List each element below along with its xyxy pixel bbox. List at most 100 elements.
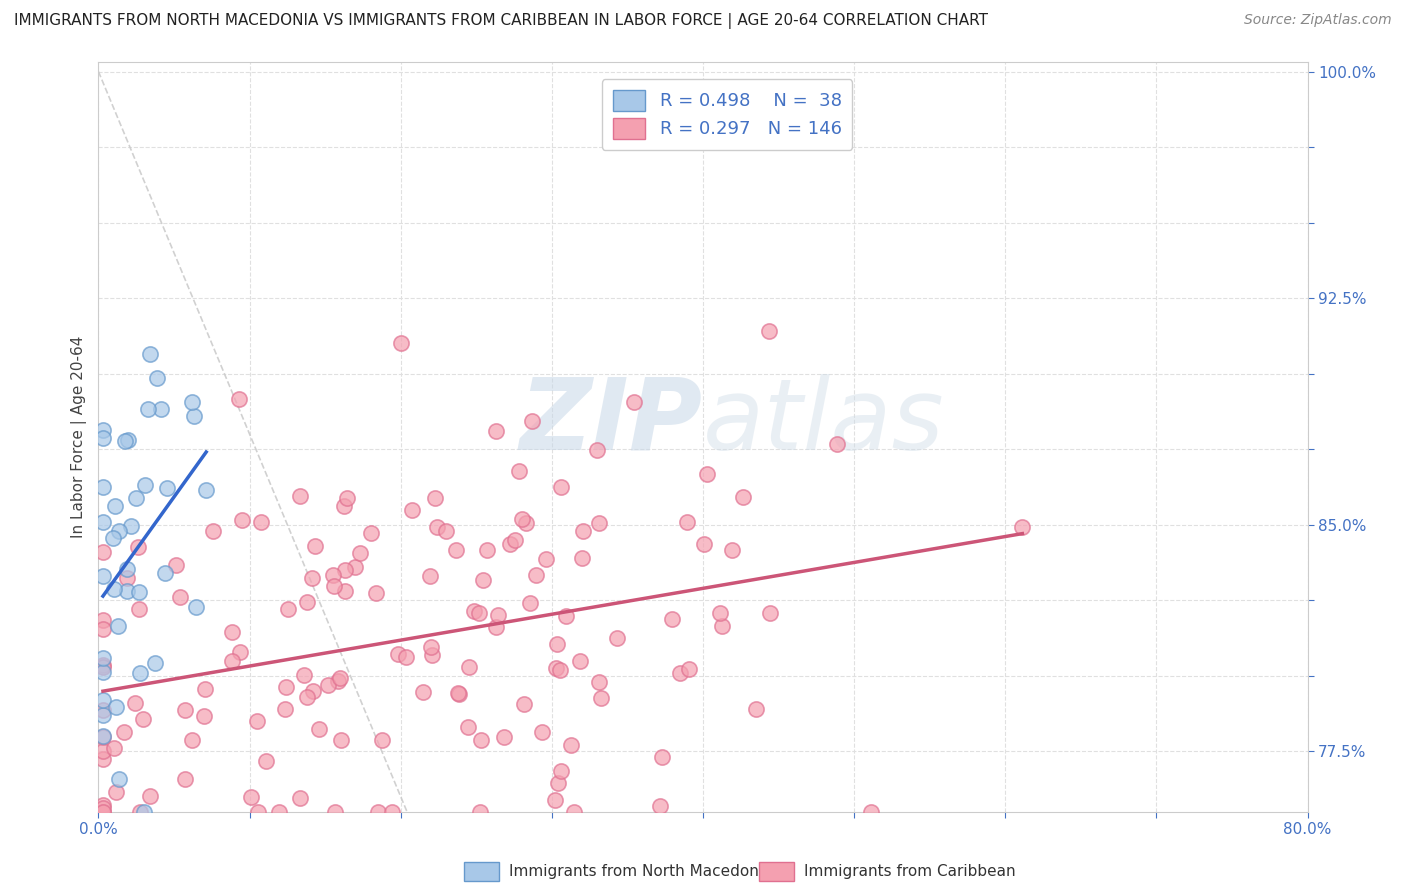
Point [91, 665, 114, 679]
Point [129, 805, 152, 819]
Point [381, 805, 404, 819]
Point [103, 582, 125, 596]
Text: Immigrants from Caribbean: Immigrants from Caribbean [804, 864, 1017, 879]
Point [229, 645, 252, 659]
Point [114, 434, 136, 449]
Point [91, 545, 114, 559]
Point [91, 731, 114, 745]
Point [543, 793, 565, 807]
Point [588, 674, 610, 689]
Point [589, 691, 612, 706]
Point [91, 431, 114, 445]
Point [522, 414, 544, 428]
Point [308, 722, 330, 736]
Text: atlas: atlas [703, 374, 945, 471]
Point [470, 732, 492, 747]
Point [721, 543, 744, 558]
Point [316, 678, 339, 692]
Point [548, 663, 571, 677]
Point [91, 660, 114, 674]
Point [733, 490, 755, 504]
Point [475, 542, 498, 557]
Point [412, 685, 434, 699]
Point [132, 712, 155, 726]
Point [467, 606, 489, 620]
Point [112, 724, 135, 739]
Point [571, 551, 593, 566]
Point [91, 480, 114, 494]
Point [136, 401, 159, 416]
Point [145, 371, 167, 385]
Point [693, 536, 716, 550]
Point [485, 424, 508, 438]
Point [550, 764, 572, 779]
Point [180, 394, 202, 409]
Point [661, 612, 683, 626]
Point [709, 606, 731, 620]
Point [301, 571, 323, 585]
Legend: R = 0.498    N =  38, R = 0.297   N = 146: R = 0.498 N = 38, R = 0.297 N = 146 [602, 79, 852, 150]
Point [447, 686, 470, 700]
Point [322, 568, 344, 582]
Point [420, 640, 443, 655]
Point [91, 805, 114, 819]
Point [419, 568, 441, 582]
Point [91, 568, 114, 582]
Point [228, 392, 250, 406]
Point [91, 798, 114, 813]
Point [129, 666, 152, 681]
Point [117, 433, 139, 447]
Point [290, 489, 312, 503]
Point [329, 732, 352, 747]
Point [457, 659, 479, 673]
Point [184, 600, 207, 615]
Point [91, 622, 114, 636]
Point [395, 649, 418, 664]
Point [651, 749, 673, 764]
Point [105, 785, 128, 799]
Point [486, 607, 509, 622]
Point [269, 805, 291, 819]
Point [143, 656, 166, 670]
Point [274, 702, 297, 716]
Point [325, 805, 347, 819]
Point [569, 654, 592, 668]
Point [127, 540, 149, 554]
Text: Immigrants from North Macedonia: Immigrants from North Macedonia [509, 864, 772, 879]
Point [401, 503, 423, 517]
Point [174, 772, 197, 787]
Point [333, 563, 356, 577]
Point [132, 805, 155, 819]
Point [138, 789, 160, 804]
Point [180, 733, 202, 747]
Y-axis label: In Labor Force | Age 20-64: In Labor Force | Age 20-64 [72, 336, 87, 538]
Point [125, 491, 148, 505]
Point [231, 513, 253, 527]
Point [468, 805, 491, 819]
Point [825, 437, 848, 451]
Point [550, 480, 572, 494]
Point [104, 499, 127, 513]
Point [434, 524, 457, 539]
Text: ZIP: ZIP [520, 374, 703, 471]
Point [560, 738, 582, 752]
Point [91, 730, 114, 744]
Point [254, 754, 277, 768]
Point [446, 543, 468, 558]
Point [526, 568, 548, 582]
Point [295, 690, 318, 704]
Point [323, 579, 346, 593]
Point [463, 604, 485, 618]
Point [103, 531, 125, 545]
Point [367, 805, 389, 819]
Point [274, 680, 297, 694]
Point [91, 693, 114, 707]
Point [304, 540, 326, 554]
Point [457, 720, 479, 734]
Point [471, 573, 494, 587]
Point [246, 805, 269, 819]
Point [389, 335, 412, 350]
Point [508, 464, 530, 478]
Point [139, 347, 162, 361]
Point [333, 500, 356, 514]
